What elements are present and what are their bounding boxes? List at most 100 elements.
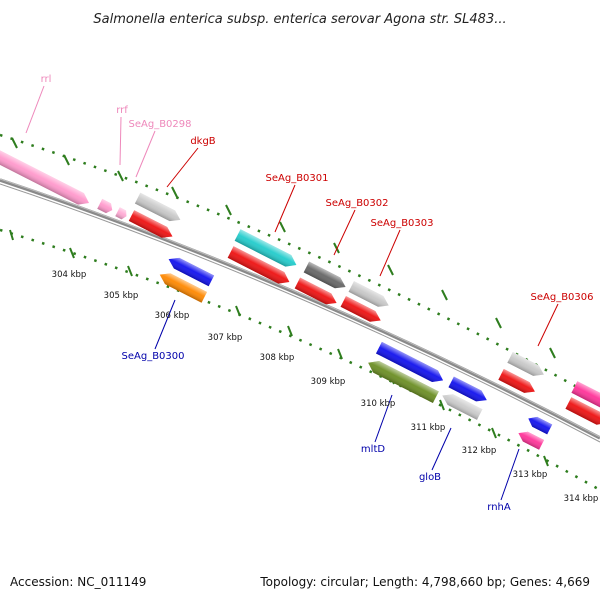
major-tick-0 — [11, 137, 18, 149]
feature-mltD-green — [368, 361, 439, 404]
leader-rnhA — [500, 448, 520, 501]
feature-shine — [303, 261, 346, 289]
feature-shine — [234, 229, 297, 267]
feature-SeAg_B0301-cds — [227, 246, 290, 284]
feature-shine — [368, 361, 439, 404]
feature-shine — [134, 192, 181, 222]
major-tick-12 — [69, 247, 75, 259]
feature-SeAg_B0300-blue — [168, 257, 215, 287]
feature-shine — [97, 198, 113, 214]
major-tick-21 — [543, 455, 549, 467]
major-tick-20 — [491, 427, 497, 439]
scale-tick-label: 308 kbp — [260, 353, 295, 363]
major-tick-19 — [439, 399, 445, 411]
backbone-inner — [0, 183, 600, 443]
major-tick-4 — [225, 204, 232, 216]
feature-shine — [528, 416, 553, 435]
feature-gloB-gray — [442, 394, 483, 420]
feature-shine — [565, 397, 600, 425]
leader-SeAg_B0301 — [274, 184, 296, 233]
accession-text: Accession: NC_011149 — [10, 575, 146, 589]
leader-SeAg_B0298 — [135, 130, 156, 178]
major-tick-17 — [337, 348, 343, 360]
leader-SeAg_B0303 — [379, 229, 401, 277]
label-leaders — [25, 85, 559, 501]
major-tick-11 — [9, 229, 14, 241]
feature-SeAg_B0303-track — [348, 281, 389, 307]
gene-label-SeAg_B0306: SeAg_B0306 — [531, 292, 594, 303]
feature-shine — [448, 376, 487, 402]
feature-shine — [442, 394, 483, 420]
major-tick-5 — [279, 221, 286, 233]
major-tick-3 — [171, 186, 178, 198]
leader-SeAg_B0302 — [333, 209, 356, 256]
backbone-highlight — [0, 178, 600, 438]
gene-label-SeAg_B0300: SeAg_B0300 — [122, 351, 185, 362]
major-tick-16 — [287, 325, 293, 337]
major-tick-15 — [235, 305, 241, 317]
feature-SeAg_B0302-cds — [294, 277, 337, 305]
major-tick-13 — [127, 265, 133, 277]
backbone-outer — [0, 178, 600, 440]
feature-shine — [571, 381, 600, 409]
scale-tick-label: 304 kbp — [52, 270, 87, 280]
feature-rrf — [97, 198, 113, 214]
gene-label-rrl: rrl — [41, 74, 52, 85]
scale-tick-label: 306 kbp — [155, 311, 190, 321]
feature-shine — [159, 273, 207, 303]
feature-dkgB-track — [134, 192, 181, 222]
feature-shine — [507, 352, 544, 376]
gene-label-SeAg_B0303: SeAg_B0303 — [371, 218, 434, 229]
map-title: Salmonella enterica subsp. enterica sero… — [93, 12, 506, 27]
feature-shine — [348, 281, 389, 307]
gene-label-SeAg_B0302: SeAg_B0302 — [326, 198, 389, 209]
feature-SeAg_B0301-track — [234, 229, 297, 267]
major-tick-10 — [549, 347, 556, 359]
major-tick-2 — [117, 170, 124, 182]
leader-dkgB — [166, 147, 199, 188]
major-tick-6 — [333, 242, 340, 254]
feature-SeAg_B0303-cds — [340, 296, 381, 322]
scale-tick-label: 307 kbp — [208, 333, 243, 343]
gene-label-SeAg_B0298: SeAg_B0298 — [129, 119, 192, 130]
leader-SeAg_B0300 — [154, 299, 176, 350]
feature-gloB-blue — [448, 376, 487, 402]
outer-tick-ring — [0, 133, 600, 402]
feature-rrl — [0, 147, 90, 205]
gene-label-mltD: mltD — [361, 444, 385, 455]
feature-edge-top — [571, 381, 600, 409]
gene-label-gloB: gloB — [419, 472, 441, 483]
feature-shine — [128, 210, 173, 238]
feature-rnhA-pink — [518, 431, 545, 450]
feature-shine — [115, 207, 127, 220]
leader-SeAg_B0306 — [537, 303, 559, 347]
scale-tick-label: 313 kbp — [513, 470, 548, 480]
gene-label-rrf: rrf — [116, 105, 128, 116]
major-tick-7 — [387, 264, 394, 276]
scale-tick-label: 311 kbp — [411, 423, 446, 433]
scale-tick-label: 310 kbp — [361, 399, 396, 409]
feature-SeAg_B0298 — [115, 207, 127, 220]
feature-shine — [518, 431, 545, 450]
feature-shine — [294, 277, 337, 305]
feature-shine — [168, 257, 215, 287]
major-tick-8 — [441, 289, 448, 301]
feature-edge-cds — [565, 397, 600, 425]
feature-shine — [375, 341, 444, 383]
scale-tick-labels: 304 kbp 305 kbp 306 kbp 307 kbp 308 kbp 309 k… — [52, 270, 599, 504]
scale-tick-label: 314 kbp — [564, 494, 599, 504]
inner-tick-ring — [0, 228, 600, 492]
features — [0, 147, 600, 450]
feature-SeAg_B0302-track — [303, 261, 346, 289]
feature-shine — [340, 296, 381, 322]
scale-tick-label: 312 kbp — [462, 446, 497, 456]
leader-mltD — [374, 394, 393, 443]
feature-SeAg_B0300-orange — [159, 273, 207, 303]
feature-dkgB-cds — [128, 210, 173, 238]
feature-shine — [227, 246, 290, 284]
major-tick-1 — [63, 154, 70, 166]
scale-tick-label: 309 kbp — [311, 377, 346, 387]
major-ticks — [9, 137, 556, 467]
